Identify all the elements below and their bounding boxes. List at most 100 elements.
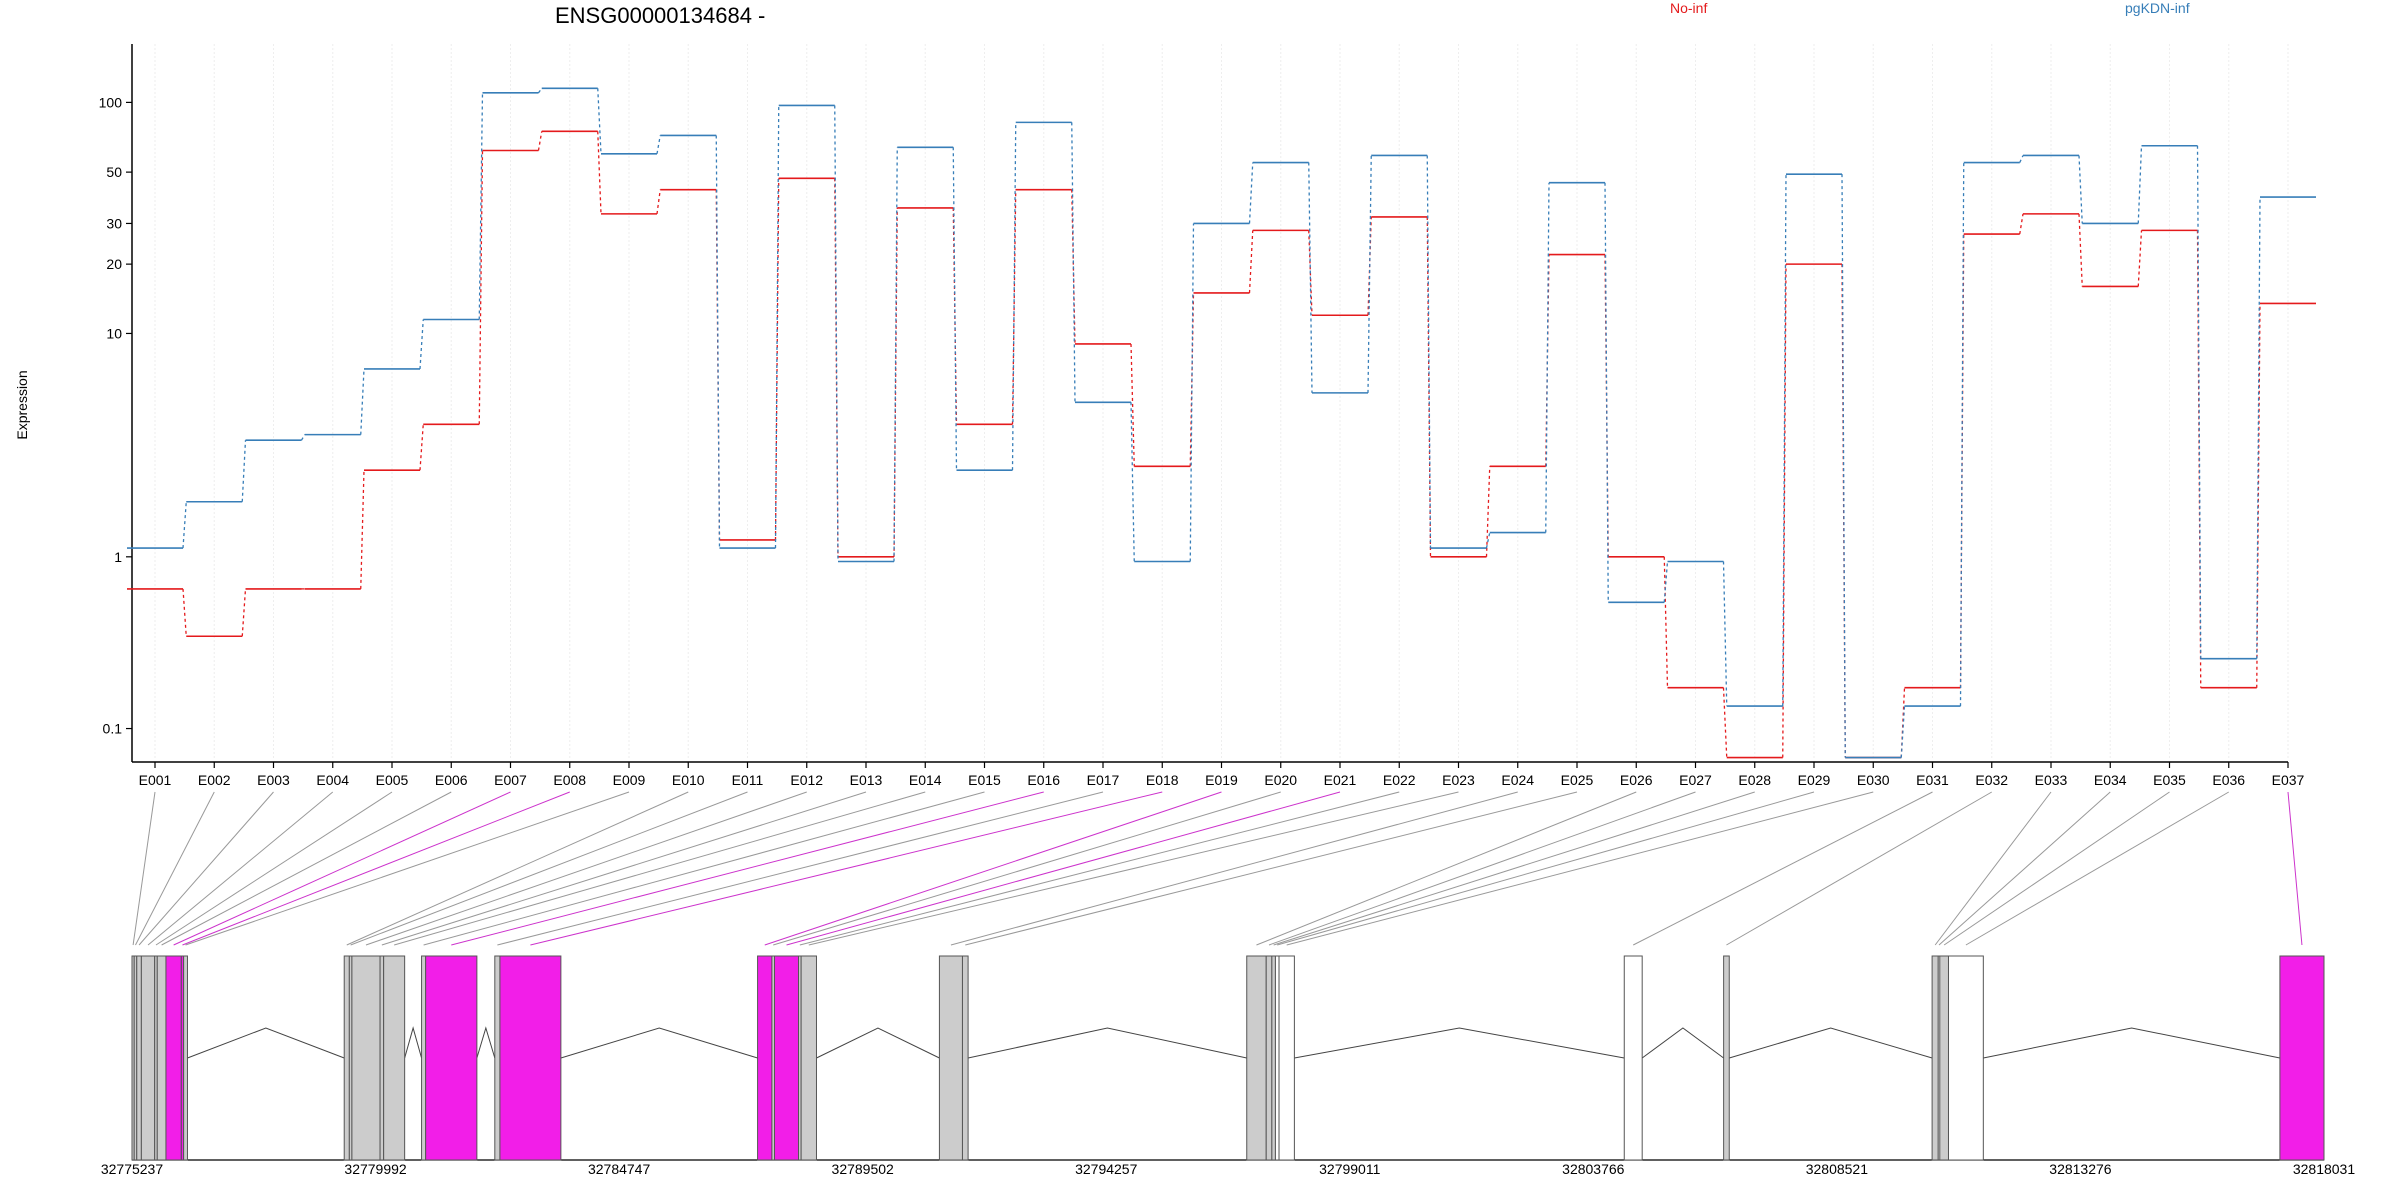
exon-box-e027 — [1265, 955, 1273, 1161]
exon-box-e025 — [961, 955, 969, 1161]
series-pgkdn-inf-transition — [182, 501, 187, 549]
series-pgkdn-inf-transition — [1011, 122, 1017, 471]
series-no-inf-transition — [1663, 556, 1669, 688]
exon-box-e003 — [136, 955, 142, 1161]
exon-box-e036 — [1947, 955, 1984, 1161]
y-tick-label: 50 — [106, 164, 122, 180]
series-no-inf-transition — [241, 588, 247, 637]
series-no-inf-transition — [182, 588, 187, 637]
series-pgkdn-inf-transition — [1722, 561, 1728, 707]
series-no-inf-transition — [1722, 687, 1728, 758]
x-tick-label-e022: E022 — [1383, 772, 1416, 788]
x-tick-label-e007: E007 — [494, 772, 527, 788]
x-tick-label-e013: E013 — [850, 772, 883, 788]
x-tick-label-e020: E020 — [1264, 772, 1297, 788]
x-tick-label-e030: E030 — [1857, 772, 1890, 788]
exon-box-e013 — [379, 955, 385, 1161]
series-pgkdn-inf-transition — [1663, 561, 1669, 603]
exon-box-e029 — [1274, 955, 1280, 1161]
connector-e011 — [350, 791, 748, 946]
genomic-coordinate-label: 32784747 — [588, 1161, 651, 1177]
connector-e037 — [2287, 791, 2303, 946]
connector-e015 — [423, 791, 985, 946]
series-no-inf-transition — [478, 150, 484, 425]
series-pgkdn-inf-transition — [2137, 145, 2143, 224]
intron-line — [1729, 1027, 1933, 1059]
axes: 0.1 1 10 20 30 50 100 E001 E002 E003 E004 E005 E006 E… — [99, 44, 2305, 788]
exon-box-e012 — [351, 955, 381, 1161]
intron-line — [404, 1026, 423, 1059]
connector-e026 — [1256, 791, 1637, 946]
x-tick-label-e008: E008 — [553, 772, 586, 788]
y-tick-label: 20 — [106, 256, 122, 272]
series-pgkdn-inf-transition — [1071, 122, 1076, 403]
series-no-inf-transition — [1071, 189, 1076, 344]
intron-line — [967, 1027, 1247, 1059]
series-pgkdn-inf-transition — [1900, 706, 1906, 758]
intron-line — [476, 1026, 496, 1059]
y-tick-label: 100 — [99, 94, 123, 110]
genomic-coordinate-label: 32818031 — [2293, 1161, 2356, 1177]
intron-line — [187, 1027, 345, 1059]
series-pgkdn-inf — [127, 87, 2316, 759]
connector-e020 — [773, 791, 1281, 946]
series-no-inf-transition — [419, 424, 424, 471]
intron-line — [1641, 1027, 1724, 1059]
series-pgkdn-inf-transition — [300, 434, 306, 441]
series-pgkdn-inf-transition — [952, 147, 958, 471]
intron-line — [816, 1027, 940, 1059]
series-pgkdn-inf-transition — [419, 319, 424, 370]
exon-box-e026 — [1246, 955, 1267, 1161]
series-pgkdn-inf-transition — [597, 88, 602, 154]
exon-box-e015 — [421, 955, 427, 1161]
connector-e005 — [155, 791, 393, 946]
series-pgkdn-inf-transition — [1308, 162, 1313, 393]
connector-e003 — [138, 791, 274, 946]
series-pgkdn-inf-transition — [1959, 162, 1965, 707]
x-tick-label-e035: E035 — [2153, 772, 2186, 788]
x-tick-label-e006: E006 — [435, 772, 468, 788]
connector-e024 — [950, 791, 1518, 946]
genomic-coordinate-label: 32794257 — [1075, 1161, 1138, 1177]
x-tick-label-e031: E031 — [1916, 772, 1949, 788]
series-no-inf-transition — [1248, 230, 1254, 293]
x-tick-label-e032: E032 — [1975, 772, 2008, 788]
series-pgkdn-inf-transition — [537, 87, 543, 94]
genomic-coordinate-label: 32799011 — [1319, 1161, 1380, 1177]
x-tick-label-e004: E004 — [316, 772, 349, 788]
x-tick-label-e028: E028 — [1738, 772, 1771, 788]
genomic-coordinate-label: 32803766 — [1562, 1161, 1625, 1177]
connector-e022 — [799, 791, 1400, 946]
x-tick-label-e027: E027 — [1679, 772, 1712, 788]
series-pgkdn-inf-transition — [893, 147, 898, 562]
connector-e001 — [132, 791, 156, 946]
gridlines — [154, 44, 2289, 760]
connector-e018 — [530, 791, 1163, 946]
exon-box-e009 — [183, 955, 188, 1161]
legend-entry-no-inf: No-inf — [1670, 0, 1707, 16]
legend-entry-pgkdn-inf: pgKDN-inf — [2125, 0, 2190, 16]
x-tick-label-e036: E036 — [2212, 772, 2245, 788]
series-pgkdn-inf-transition — [2256, 197, 2261, 659]
x-tick-label-e002: E002 — [198, 772, 231, 788]
connector-e031 — [1632, 791, 1933, 946]
connector-e027 — [1268, 791, 1696, 946]
x-tick-label-e034: E034 — [2094, 772, 2127, 788]
exon-box-e024 — [938, 955, 963, 1161]
x-tick-label-e009: E009 — [613, 772, 646, 788]
exon-box-e004 — [140, 955, 156, 1161]
series-no-inf-transition — [2137, 230, 2143, 287]
genomic-coordinate-label: 32779992 — [344, 1161, 407, 1177]
series-pgkdn-inf-transition — [478, 92, 484, 320]
series-pgkdn-inf-transition — [241, 440, 247, 502]
series-pgkdn-inf-transition — [834, 105, 839, 562]
exon-connectors — [132, 791, 2303, 946]
connector-e014 — [394, 791, 926, 946]
exon-box-e016 — [425, 955, 478, 1161]
x-tick-label-e016: E016 — [1027, 772, 1060, 788]
connector-e009 — [185, 791, 630, 946]
series-pgkdn-inf-transition — [1130, 402, 1135, 562]
connector-e023 — [808, 791, 1459, 946]
connector-e029 — [1277, 791, 1815, 946]
x-tick-label-e029: E029 — [1798, 772, 1831, 788]
